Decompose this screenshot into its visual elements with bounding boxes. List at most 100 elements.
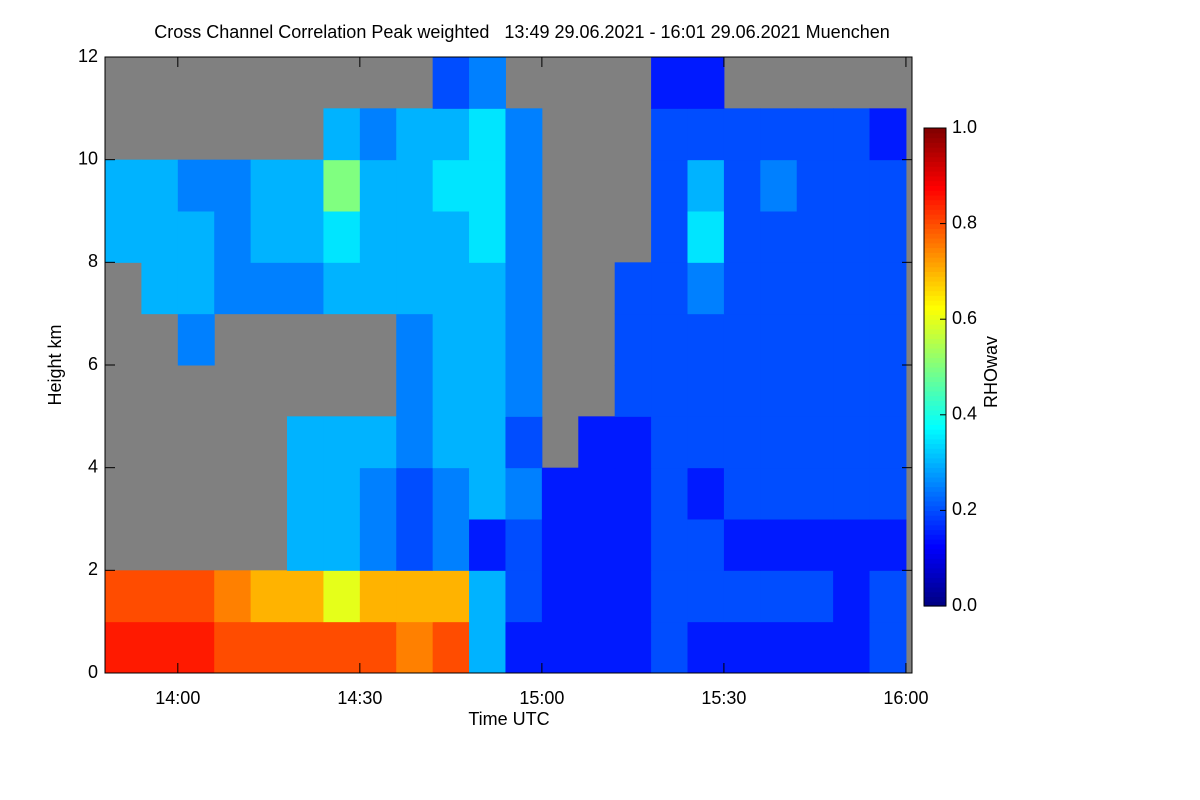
x-tick-label: 14:30 — [337, 688, 382, 708]
heatmap-cell — [833, 570, 871, 623]
heatmap-cell — [432, 313, 470, 366]
colorbar-swatch — [924, 166, 946, 172]
heatmap-cell — [833, 365, 871, 417]
heatmap-cell — [396, 262, 434, 315]
colorbar-tick-label: 0.2 — [952, 499, 977, 519]
heatmap-cell — [651, 211, 688, 263]
heatmap-cell — [833, 519, 871, 571]
colorbar-swatch — [924, 323, 946, 330]
colorbar-tick-label: 0.6 — [952, 308, 977, 328]
heatmap-cell — [323, 519, 361, 571]
y-tick-label: 2 — [88, 559, 98, 579]
heatmap-cell — [687, 108, 725, 161]
heatmap-cell — [141, 211, 179, 263]
heatmap-cell — [796, 570, 834, 623]
heatmap-cell — [687, 570, 725, 623]
heatmap-cell — [323, 570, 361, 623]
heatmap-cell — [505, 313, 543, 366]
colorbar-swatch — [924, 333, 946, 339]
heatmap-cell — [796, 313, 834, 366]
heatmap-cell — [505, 108, 543, 161]
heatmap-cell — [687, 211, 725, 263]
heatmap-cell — [469, 416, 506, 469]
colorbar-swatch — [924, 395, 946, 402]
heatmap-cell — [869, 416, 907, 469]
heatmap-cell — [760, 313, 798, 366]
heatmap-cell — [323, 467, 361, 520]
colorbar-swatch — [924, 280, 946, 287]
heatmap-cell — [760, 519, 798, 571]
heatmap-cell — [359, 519, 397, 571]
heatmap-cell — [578, 467, 616, 520]
colorbar-swatch — [924, 529, 946, 535]
colorbar-swatch — [924, 295, 946, 301]
colorbar-swatch — [924, 591, 946, 598]
heatmap-cell — [396, 416, 434, 469]
x-tick-label: 15:00 — [519, 688, 564, 708]
heatmap-cell — [796, 467, 834, 520]
heatmap-cell — [287, 159, 324, 212]
x-tick-label: 16:00 — [883, 688, 928, 708]
colorbar-swatch — [924, 476, 946, 483]
heatmap-cell — [869, 621, 907, 674]
heatmap-cell — [687, 313, 725, 366]
heatmap-cell — [214, 262, 252, 315]
colorbar-swatch — [924, 558, 946, 564]
chart-title: Cross Channel Correlation Peak weighted … — [154, 22, 890, 42]
colorbar-swatch — [924, 381, 946, 387]
heatmap-cell — [833, 416, 871, 469]
heatmap-cell — [723, 108, 761, 161]
heatmap-cell — [177, 262, 215, 315]
colorbar — [924, 128, 946, 607]
heatmap-cell — [578, 570, 616, 623]
heatmap-cell — [796, 262, 834, 315]
colorbar-tick-label: 0.8 — [952, 212, 977, 232]
heatmap-cell — [359, 570, 397, 623]
heatmap-cell — [578, 519, 616, 571]
colorbar-swatch — [924, 194, 946, 201]
heatmap-cell — [141, 262, 179, 315]
heatmap-cell — [359, 467, 397, 520]
colorbar-tick-label: 0.0 — [952, 595, 977, 615]
heatmap-cell — [432, 365, 470, 417]
colorbar-swatch — [924, 567, 946, 574]
colorbar-swatch — [924, 266, 946, 272]
y-tick-label: 8 — [88, 251, 98, 271]
heatmap-cell — [651, 365, 688, 417]
heatmap-cell — [687, 159, 725, 212]
heatmap-cell — [833, 313, 871, 366]
colorbar-swatch — [924, 175, 946, 182]
heatmap-cell — [651, 313, 688, 366]
heatmap-cell — [432, 570, 470, 623]
heatmap-cell — [505, 621, 543, 674]
colorbar-swatch — [924, 367, 946, 373]
heatmap-cell — [723, 467, 761, 520]
colorbar-swatch — [924, 543, 946, 550]
heatmap-cell — [469, 57, 506, 109]
colorbar-swatch — [924, 410, 946, 416]
heatmap-cell — [250, 621, 288, 674]
heatmap-cell — [359, 262, 397, 315]
heatmap-cell — [432, 467, 470, 520]
colorbar-swatch — [924, 237, 946, 244]
heatmap-cell — [869, 108, 907, 161]
colorbar-swatch — [924, 472, 946, 478]
colorbar-swatch — [924, 596, 946, 602]
heatmap-cell — [760, 159, 798, 212]
colorbar-swatch — [924, 204, 946, 210]
colorbar-swatch — [924, 218, 946, 225]
colorbar-swatch — [924, 271, 946, 277]
heatmap-cell — [214, 159, 252, 212]
heatmap-cell — [723, 365, 761, 417]
heatmap-cell — [687, 57, 725, 109]
colorbar-swatch — [924, 151, 946, 158]
heatmap-cell — [177, 313, 215, 366]
colorbar-swatch — [924, 486, 946, 492]
heatmap-cell — [505, 159, 543, 212]
heatmap-cell — [614, 570, 652, 623]
colorbar-swatch — [924, 233, 946, 239]
colorbar-swatch — [924, 190, 946, 196]
heatmap-cell — [287, 262, 324, 315]
colorbar-swatch — [924, 491, 946, 497]
